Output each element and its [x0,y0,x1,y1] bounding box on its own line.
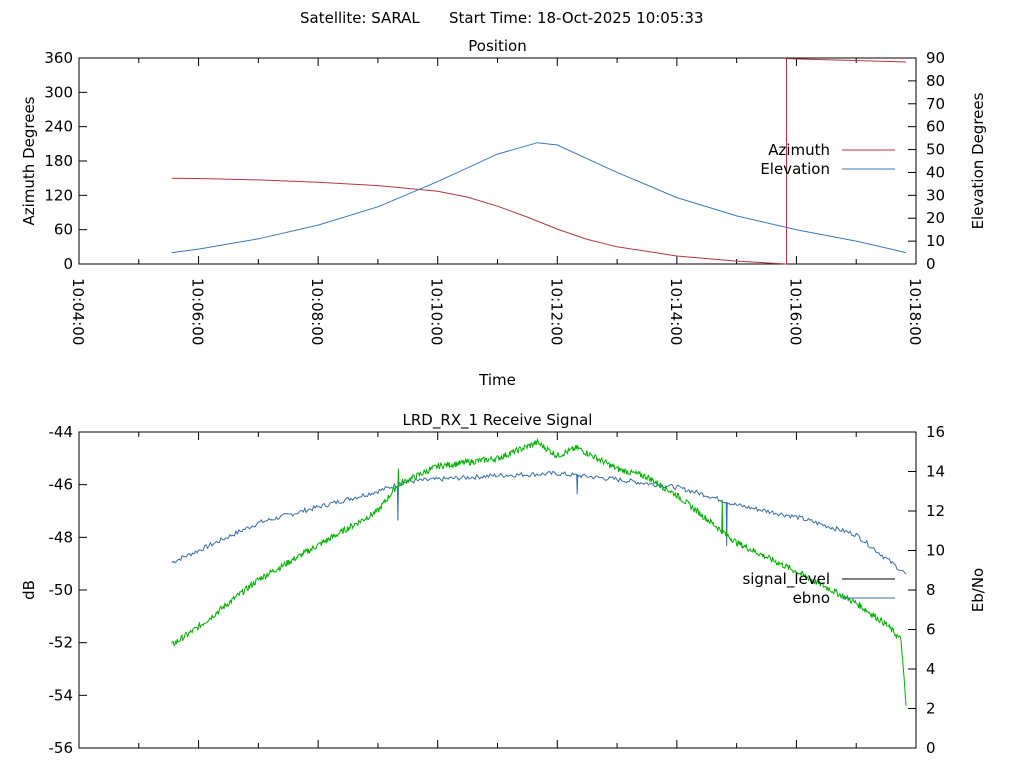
x-axis-label: Time [478,371,516,389]
x-tick-label: 10:12:00 [547,278,565,345]
legend-label-ebno: ebno [793,589,830,607]
chart-title: LRD_RX_1 Receive Signal [403,411,593,430]
y2-tick-label: 14 [926,463,945,481]
y-tick-label: 120 [44,186,73,204]
y2-tick-label: 0 [926,255,936,273]
y2-tick-label: 20 [926,209,945,227]
series-line-ebno [171,470,907,575]
y-tick-label: -46 [49,476,74,494]
y2-tick-label: 80 [926,72,945,90]
y2-tick-label: 40 [926,163,945,181]
x-tick-label: 10:04:00 [69,278,87,345]
y-tick-label: -44 [49,423,74,441]
y2-tick-label: 60 [926,118,945,136]
y2-tick-label: 4 [926,660,936,678]
y-tick-label: -52 [49,634,74,652]
y-axis-label: Azimuth Degrees [20,96,38,225]
legend-label-signal-level: signal_level [742,570,830,589]
series-line-trace [171,438,907,706]
y2-tick-label: 12 [926,502,945,520]
x-tick-label: 10:14:00 [667,278,685,345]
series-line-azimuth [171,58,907,265]
y-tick-label: -54 [49,686,74,704]
y2-tick-label: 10 [926,232,945,250]
y2-axis-label: Eb/No [969,568,987,612]
satellite-name: Satellite: SARAL [300,9,420,27]
legend-label-azimuth: Azimuth [768,141,830,159]
x-tick-label: 10:08:00 [308,278,326,345]
chart-title: Position [468,37,526,55]
y-tick-label: 240 [44,118,73,136]
plot-frame [78,431,917,749]
y2-tick-label: 30 [926,186,945,204]
y2-tick-label: 70 [926,95,945,113]
position-chart: Position 0 60 120 180 240 300 360 0 10 20 30 40 50 60 7… [20,37,987,389]
y2-tick-label: 90 [926,49,945,67]
y-tick-label: -56 [49,739,74,757]
y2-axis-label: Elevation Degrees [969,92,987,229]
y-tick-label: 360 [44,49,73,67]
y2-tick-label: 0 [926,739,936,757]
x-tick-label: 10:18:00 [906,278,924,345]
x-tick-label: 10:16:00 [786,278,804,345]
y-axis-label: dB [20,580,38,600]
y-tick-label: 180 [44,152,73,170]
y2-tick-label: 8 [926,581,936,599]
receive-signal-chart: LRD_RX_1 Receive Signal -56 -54 -52 -50 -48 -4… [20,411,987,757]
y2-tick-label: 16 [926,423,945,441]
start-time: Start Time: 18-Oct-2025 10:05:33 [449,9,704,27]
y2-tick-label: 6 [926,621,936,639]
y-tick-label: -50 [49,581,74,599]
y-tick-label: -48 [49,528,74,546]
y-tick-label: 0 [63,255,73,273]
y2-tick-label: 10 [926,542,945,560]
y-tick-label: 300 [44,83,73,101]
legend-label-elevation: Elevation [760,160,830,178]
series-line-elevation [171,142,907,254]
y2-tick-label: 50 [926,141,945,159]
x-tick-label: 10:06:00 [189,278,207,345]
y-tick-label: 60 [54,221,73,239]
x-tick-label: 10:10:00 [428,278,446,345]
y2-tick-label: 2 [926,700,936,718]
